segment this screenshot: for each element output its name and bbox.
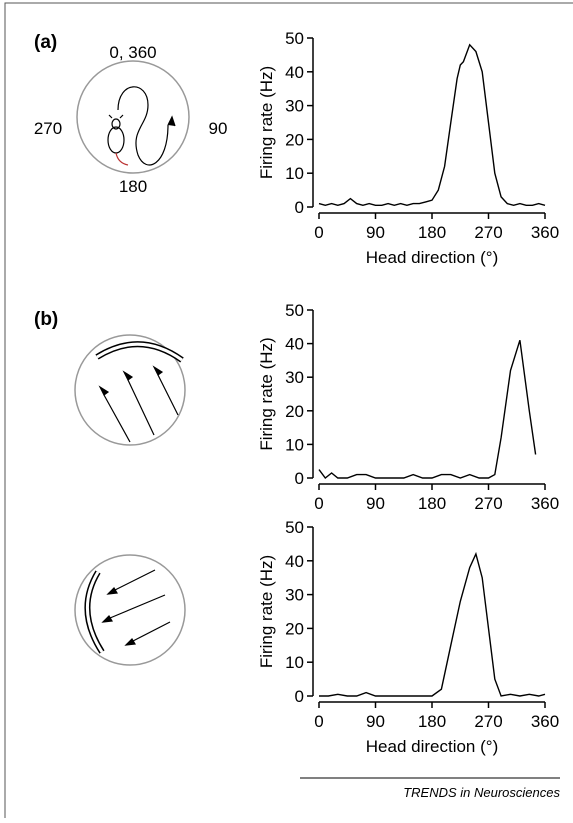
compass-label: 90 [209, 119, 228, 138]
y-axis-label: Firing rate (Hz) [257, 555, 276, 668]
panel-label: (b) [34, 309, 58, 330]
compass-label: 0, 360 [109, 43, 156, 62]
compass-label: 180 [119, 177, 147, 196]
y-tick-label: 30 [285, 97, 304, 116]
y-tick-label: 0 [295, 687, 304, 706]
x-tick-label: 0 [314, 494, 323, 513]
y-tick-label: 20 [285, 130, 304, 149]
x-tick-label: 0 [314, 712, 323, 731]
cue-arrows [84, 569, 171, 654]
data-line [319, 551, 546, 697]
x-tick-label: 90 [366, 712, 385, 731]
y-tick-label: 20 [285, 619, 304, 638]
x-tick-label: 180 [418, 494, 446, 513]
compass-label: 270 [34, 119, 62, 138]
x-tick-label: 0 [314, 223, 323, 242]
arena [74, 554, 186, 666]
x-tick-label: 90 [366, 494, 385, 513]
x-tick-label: 270 [474, 494, 502, 513]
x-tick-label: 360 [531, 223, 559, 242]
x-axis-label: Head direction (°) [366, 248, 498, 267]
y-axis-label: Firing rate (Hz) [257, 337, 276, 450]
y-tick-label: 10 [285, 653, 304, 672]
y-tick-label: 40 [285, 335, 304, 354]
frame [4, 2, 573, 818]
y-tick-label: 50 [285, 518, 304, 537]
data-line [318, 339, 537, 479]
arena [76, 60, 190, 174]
rat-icon [107, 86, 176, 166]
cue-arrows [95, 341, 184, 443]
x-tick-label: 360 [531, 712, 559, 731]
x-tick-label: 180 [418, 223, 446, 242]
x-axis-label: Head direction (°) [366, 737, 498, 756]
footer: TRENDS in Neurosciences [403, 785, 560, 800]
x-tick-label: 90 [366, 223, 385, 242]
y-tick-label: 10 [285, 164, 304, 183]
x-tick-label: 270 [474, 712, 502, 731]
arena [74, 334, 186, 446]
x-tick-label: 270 [474, 223, 502, 242]
x-tick-label: 180 [418, 712, 446, 731]
data-line [318, 43, 546, 207]
y-tick-label: 30 [285, 368, 304, 387]
y-tick-label: 40 [285, 552, 304, 571]
y-tick-label: 20 [285, 402, 304, 421]
y-tick-label: 10 [285, 435, 304, 454]
x-tick-label: 360 [531, 494, 559, 513]
y-axis-label: Firing rate (Hz) [257, 66, 276, 179]
y-tick-label: 40 [285, 63, 304, 82]
y-tick-label: 0 [295, 198, 304, 217]
y-tick-label: 30 [285, 586, 304, 605]
y-tick-label: 50 [285, 301, 304, 320]
panel-label: (a) [34, 32, 57, 53]
y-tick-label: 50 [285, 29, 304, 48]
y-tick-label: 0 [295, 469, 304, 488]
